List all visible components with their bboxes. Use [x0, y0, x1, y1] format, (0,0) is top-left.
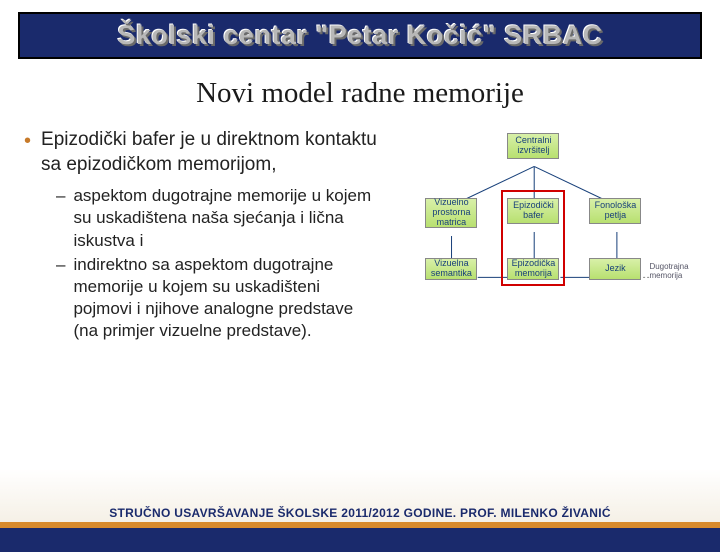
sub-bullet-text: aspektom dugotrajne memorije u kojem su …: [73, 185, 379, 251]
text-column: • Epizodički bafer je u direktnom kontak…: [20, 128, 387, 344]
diagram-node-top: Centralni izvršitelj: [507, 133, 559, 159]
bullet-dot-icon: •: [24, 128, 31, 177]
diagram-side-label: Dugotrajna memorija: [649, 263, 688, 281]
main-bullet: • Epizodički bafer je u direktnom kontak…: [20, 128, 379, 177]
sub-bullet-list: – aspektom dugotrajne memorije u kojem s…: [56, 185, 379, 342]
footer-blue-bar: [0, 528, 720, 552]
diagram-node-bot1: Vizuelna semantika: [425, 258, 477, 280]
diagram-node-mid3: Fonološka petlja: [589, 198, 641, 224]
footer-text: STRUČNO USAVRŠAVANJE ŠKOLSKE 2011/2012 G…: [0, 506, 720, 520]
diagram-node-bot3: Jezik: [589, 258, 641, 280]
diagram-highlight: [501, 190, 565, 286]
main-bullet-text: Epizodički bafer je u direktnom kontaktu…: [41, 128, 379, 177]
diagram-node-mid1: Vizuelno prostorna matrica: [425, 198, 477, 228]
sub-bullet-text: indirektno sa aspektom dugotrajne memori…: [73, 254, 379, 342]
dash-icon: –: [56, 185, 65, 251]
content-area: • Epizodički bafer je u direktnom kontak…: [0, 128, 720, 344]
header-box: Školski centar "Petar Kočić" SRBAC: [18, 12, 702, 59]
diagram-column: Centralni izvršitelj Vizuelno prostorna m…: [387, 128, 700, 344]
dash-icon: –: [56, 254, 65, 342]
sub-bullet: – aspektom dugotrajne memorije u kojem s…: [56, 185, 379, 251]
sub-bullet: – indirektno sa aspektom dugotrajne memo…: [56, 254, 379, 342]
header-title: Školski centar "Petar Kočić" SRBAC: [30, 20, 690, 51]
subtitle: Novi model radne memorije: [0, 77, 720, 110]
